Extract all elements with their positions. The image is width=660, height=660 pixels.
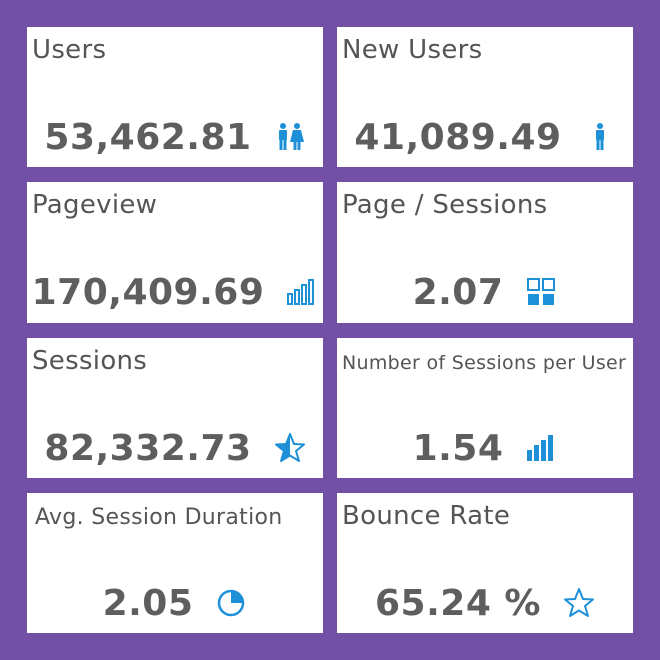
card-title: Page / Sessions xyxy=(342,190,548,220)
card-page-sessions: Page / Sessions 2.07 xyxy=(337,182,633,323)
card-value-row: 1.54 xyxy=(337,418,633,478)
user-icon xyxy=(584,121,616,153)
card-new-users: New Users 41,089.49 xyxy=(337,27,633,167)
card-sessions-per-user: Number of Sessions per User 1.54 xyxy=(337,338,633,478)
card-value-row: 170,409.69 xyxy=(27,262,323,322)
grid-icon xyxy=(525,276,557,308)
half-star-icon xyxy=(274,432,306,464)
card-value: 2.07 xyxy=(412,271,504,313)
card-title: Number of Sessions per User xyxy=(342,352,627,374)
card-value-row: 2.07 xyxy=(337,262,633,322)
card-value-row: 41,089.49 xyxy=(337,107,633,167)
card-value: 2.05 xyxy=(102,582,194,624)
card-value-row: 65.24 % xyxy=(337,573,633,633)
card-value: 82,332.73 xyxy=(44,427,252,469)
bar-chart-icon xyxy=(286,276,318,308)
pie-chart-icon xyxy=(215,587,247,619)
card-title: Sessions xyxy=(32,346,148,376)
card-avg-session-duration: Avg. Session Duration 2.05 xyxy=(27,493,323,633)
card-title: Bounce Rate xyxy=(342,501,511,531)
card-value: 170,409.69 xyxy=(31,271,265,313)
card-value: 65.24 % xyxy=(375,582,541,624)
card-title: New Users xyxy=(342,35,483,65)
card-pageview: Pageview 170,409.69 xyxy=(27,182,323,323)
card-users: Users 53,462.81 xyxy=(27,27,323,167)
card-value: 1.54 xyxy=(412,427,504,469)
card-value-row: 53,462.81 xyxy=(27,107,323,167)
card-title: Users xyxy=(32,35,107,65)
card-value-row: 82,332.73 xyxy=(27,418,323,478)
card-value: 53,462.81 xyxy=(44,116,252,158)
card-value-row: 2.05 xyxy=(27,573,323,633)
card-sessions: Sessions 82,332.73 xyxy=(27,338,323,478)
star-outline-icon xyxy=(563,587,595,619)
card-bounce-rate: Bounce Rate 65.24 % xyxy=(337,493,633,633)
card-value: 41,089.49 xyxy=(354,116,562,158)
card-title: Pageview xyxy=(32,190,158,220)
users-icon xyxy=(274,121,306,153)
bar-chart-icon xyxy=(525,432,557,464)
card-title: Avg. Session Duration xyxy=(35,505,283,530)
